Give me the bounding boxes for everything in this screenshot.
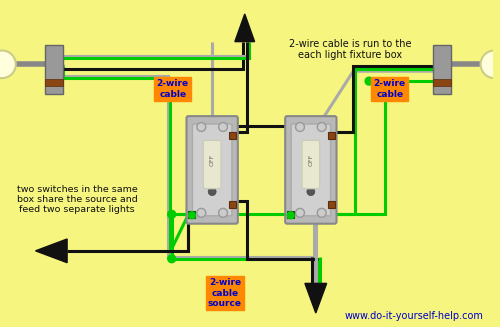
Text: 2-wire
cable
source: 2-wire cable source: [208, 278, 242, 308]
Bar: [433, 79, 451, 86]
Circle shape: [296, 123, 304, 131]
Circle shape: [208, 144, 216, 152]
FancyBboxPatch shape: [285, 116, 337, 224]
Text: two switches in the same
box share the source and
feed two separate lights: two switches in the same box share the s…: [16, 185, 138, 215]
Polygon shape: [235, 14, 255, 42]
Text: 2-wire cable is run to the
each light fixture box: 2-wire cable is run to the each light fi…: [289, 39, 412, 60]
Bar: [46, 44, 63, 94]
Text: 2-wire
cable: 2-wire cable: [156, 79, 189, 99]
Text: OFF: OFF: [210, 154, 214, 166]
Bar: [328, 132, 334, 139]
Ellipse shape: [480, 50, 500, 78]
Circle shape: [365, 77, 373, 85]
Circle shape: [296, 208, 304, 217]
Circle shape: [318, 208, 326, 217]
FancyBboxPatch shape: [291, 124, 331, 216]
Ellipse shape: [0, 50, 16, 78]
Circle shape: [307, 144, 315, 152]
Circle shape: [208, 188, 216, 196]
Text: 2-wire
cable: 2-wire cable: [374, 79, 406, 99]
FancyBboxPatch shape: [186, 116, 238, 224]
Circle shape: [218, 123, 228, 131]
Polygon shape: [305, 284, 326, 313]
Bar: [188, 211, 196, 218]
Bar: [46, 79, 63, 86]
Bar: [287, 211, 294, 218]
Text: www.do-it-yourself-help.com: www.do-it-yourself-help.com: [345, 311, 484, 321]
Polygon shape: [36, 239, 67, 263]
Bar: [229, 132, 236, 139]
FancyBboxPatch shape: [192, 124, 232, 216]
Text: OFF: OFF: [308, 154, 314, 166]
Circle shape: [168, 210, 175, 218]
Bar: [433, 44, 451, 94]
Circle shape: [218, 208, 228, 217]
Circle shape: [197, 208, 206, 217]
Circle shape: [197, 123, 206, 131]
Circle shape: [168, 255, 175, 263]
Circle shape: [307, 188, 315, 196]
Circle shape: [188, 212, 196, 219]
Bar: [328, 201, 334, 208]
Bar: [229, 201, 236, 208]
FancyBboxPatch shape: [302, 140, 320, 189]
Circle shape: [287, 212, 294, 219]
FancyBboxPatch shape: [204, 140, 221, 189]
Circle shape: [318, 123, 326, 131]
